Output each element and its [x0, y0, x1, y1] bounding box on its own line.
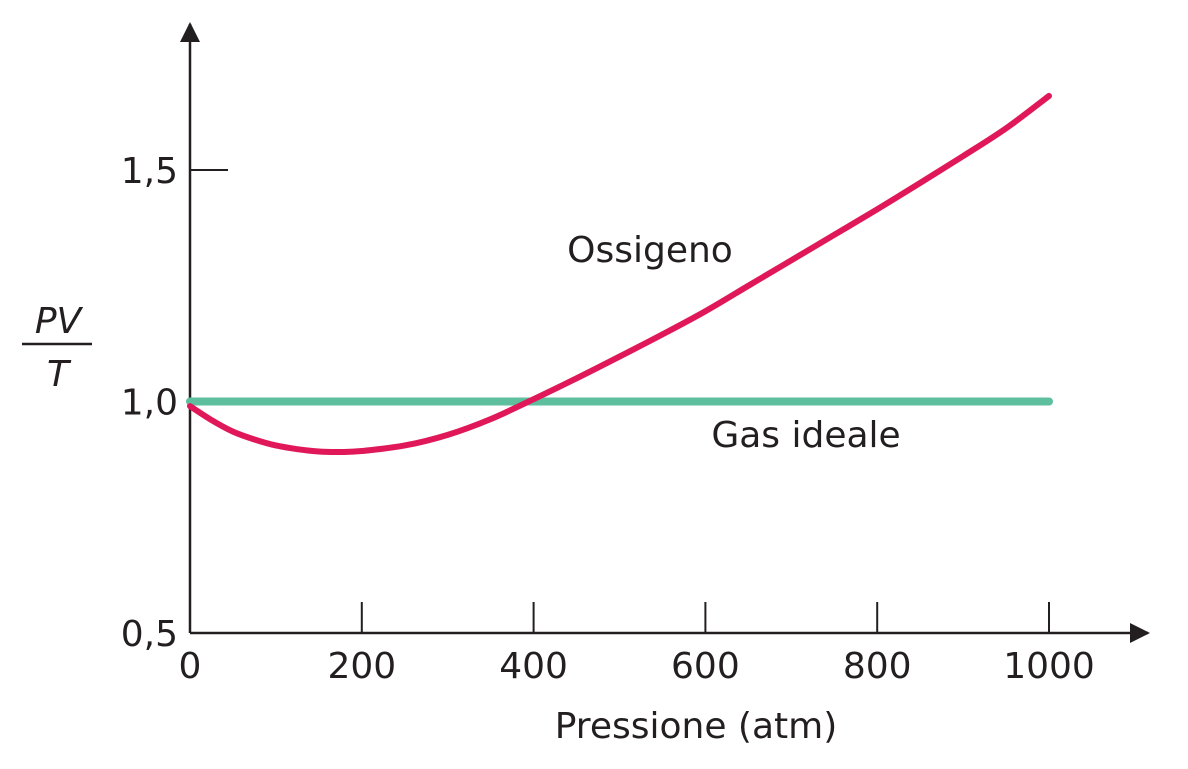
y-tick-label: 1,0 [121, 383, 178, 424]
x-tick-label: 400 [499, 646, 568, 687]
x-tick-label: 200 [327, 646, 396, 687]
series-label-gas-ideale: Gas ideale [711, 415, 900, 456]
series-layer [186, 92, 1053, 455]
y-axis-title-numerator: PV [35, 301, 84, 342]
y-tick-label: 1,5 [121, 151, 178, 192]
x-axis-title: Pressione (atm) [555, 706, 838, 747]
x-tick-label: 600 [671, 646, 740, 687]
x-tick-label: 1000 [1003, 646, 1095, 687]
x-ticks: 0 200 400 600 800 1000 [179, 602, 1095, 687]
y-axis-title: PV T [22, 301, 92, 395]
series-line-ossigeno [187, 92, 1052, 455]
series-label-ossigeno: Ossigeno [567, 230, 733, 271]
x-tick-label: 0 [179, 646, 202, 687]
x-tick-label: 800 [843, 646, 912, 687]
y-tick-label: 0,5 [121, 614, 178, 655]
y-axis-title-denominator: T [47, 354, 72, 395]
